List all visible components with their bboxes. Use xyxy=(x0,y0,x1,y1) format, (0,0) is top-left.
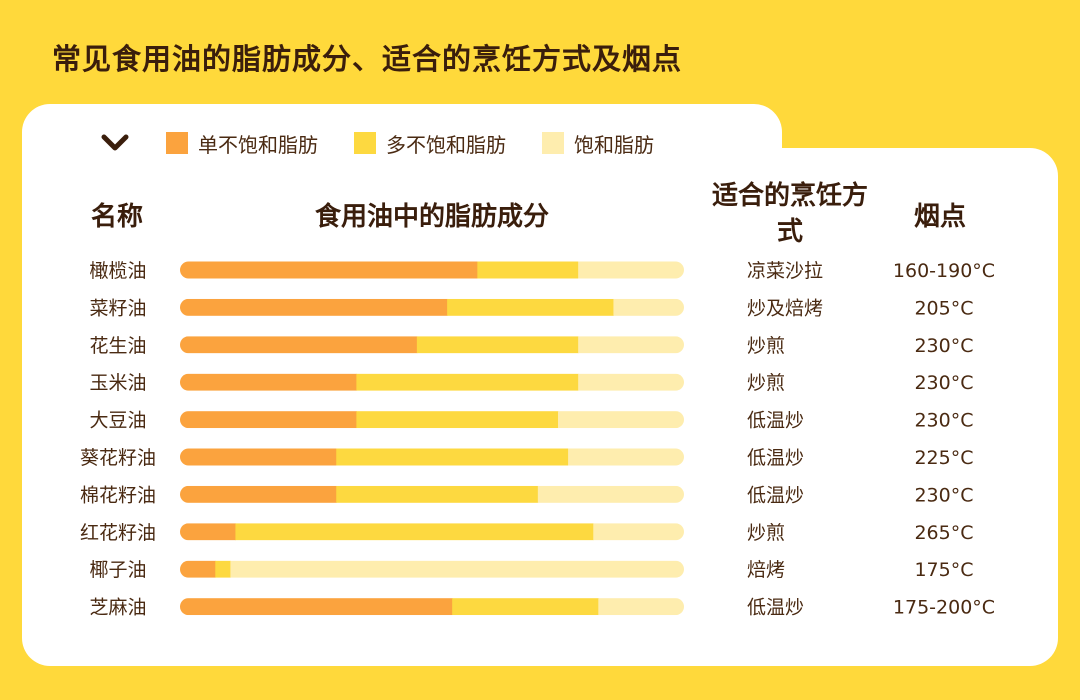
chart-row: 棉花籽油 低温炒 230°C xyxy=(80,484,974,506)
stacked-bar xyxy=(180,373,684,391)
stacked-bar xyxy=(180,336,684,354)
bar-segment xyxy=(537,485,684,503)
stacked-bar xyxy=(180,560,684,578)
row-label: 红花籽油 xyxy=(80,522,156,544)
smoke-point: 230°C xyxy=(914,335,973,357)
legend-label: 饱和脂肪 xyxy=(574,132,654,157)
stacked-bar xyxy=(180,411,684,429)
cooking-method: 低温炒 xyxy=(747,447,804,469)
cooking-method: 炒煎 xyxy=(747,372,785,394)
smoke-point: 175-200°C xyxy=(893,597,995,619)
bar-segment xyxy=(180,336,418,354)
legend-swatch xyxy=(166,132,188,154)
bar-segment xyxy=(578,336,684,354)
stacked-bar xyxy=(180,598,684,616)
bar-segment xyxy=(215,560,231,578)
chart-row: 椰子油 焙烤 175°C xyxy=(89,559,973,581)
row-label: 芝麻油 xyxy=(89,597,146,619)
row-label: 大豆油 xyxy=(89,410,146,432)
cooking-method: 炒煎 xyxy=(747,522,785,544)
cooking-method: 低温炒 xyxy=(747,484,804,506)
bar-segment xyxy=(598,598,684,616)
legend-item-polyunsaturated: 多不饱和脂肪 xyxy=(354,129,506,158)
cooking-method: 凉菜沙拉 xyxy=(747,260,823,282)
row-label: 椰子油 xyxy=(89,559,146,581)
bar-segment xyxy=(336,485,539,503)
bar-segment xyxy=(593,523,684,541)
row-label: 棉花籽油 xyxy=(80,484,156,506)
bar-segment xyxy=(452,598,599,616)
chart-row: 菜籽油 炒及焙烤 205°C xyxy=(89,297,973,319)
bar-segment xyxy=(230,560,684,578)
bar-segment xyxy=(180,523,236,541)
column-header-cooking: 适合的烹饪方式 xyxy=(711,181,868,247)
stacked-bar xyxy=(180,261,684,279)
stacked-bar xyxy=(180,523,684,541)
legend-label: 单不饱和脂肪 xyxy=(198,132,318,157)
chart-row: 橄榄油 凉菜沙拉 160-190°C xyxy=(89,260,995,282)
cooking-method: 炒煎 xyxy=(747,335,785,357)
row-label: 花生油 xyxy=(89,335,146,357)
legend-swatch xyxy=(354,132,376,154)
bar-segment xyxy=(613,298,684,316)
row-label: 橄榄油 xyxy=(89,260,146,282)
bar-segment xyxy=(180,485,337,503)
bar-segment xyxy=(578,373,684,391)
bar-segment xyxy=(578,261,684,279)
bar-segment xyxy=(447,298,614,316)
row-label: 葵花籽油 xyxy=(80,447,156,469)
stacked-bar xyxy=(180,448,684,466)
smoke-point: 160-190°C xyxy=(893,260,995,282)
bar-segment xyxy=(356,411,559,429)
bar-segment xyxy=(477,261,579,279)
bar-segment xyxy=(180,560,216,578)
bar-segment xyxy=(180,448,337,466)
row-label: 玉米油 xyxy=(89,372,146,394)
bar-segment xyxy=(416,336,579,354)
bar-segment xyxy=(180,261,478,279)
bar-segment xyxy=(180,298,448,316)
chart-row: 花生油 炒煎 230°C xyxy=(89,335,973,357)
cooking-method: 焙烤 xyxy=(747,559,785,581)
bar-segment xyxy=(356,373,579,391)
bar-segment xyxy=(336,448,569,466)
chart-row: 芝麻油 低温炒 175-200°C xyxy=(89,597,995,619)
chevron-down-icon[interactable] xyxy=(100,128,130,158)
smoke-point: 230°C xyxy=(914,410,973,432)
legend-item-saturated: 饱和脂肪 xyxy=(542,129,654,158)
row-label: 菜籽油 xyxy=(89,297,146,319)
legend: 单不饱和脂肪 多不饱和脂肪 饱和脂肪 xyxy=(100,128,690,158)
cooking-method: 炒及焙烤 xyxy=(747,297,823,319)
bar-segment xyxy=(568,448,684,466)
bar-segment xyxy=(180,373,357,391)
cooking-method: 低温炒 xyxy=(747,597,804,619)
smoke-point: 230°C xyxy=(914,484,973,506)
stacked-bar xyxy=(180,485,684,503)
chart-row: 玉米油 炒煎 230°C xyxy=(89,372,973,394)
smoke-point: 230°C xyxy=(914,372,973,394)
legend-label: 多不饱和脂肪 xyxy=(386,132,506,157)
column-header-name: 名称 xyxy=(90,202,143,232)
smoke-point: 175°C xyxy=(914,559,973,581)
chart-row: 大豆油 低温炒 230°C xyxy=(89,410,973,432)
smoke-point: 225°C xyxy=(914,447,973,469)
legend-item-monounsaturated: 单不饱和脂肪 xyxy=(166,129,318,158)
column-header-smoke-point: 烟点 xyxy=(913,202,966,232)
page-title: 常见食用油的脂肪成分、适合的烹饪方式及烟点 xyxy=(52,42,683,76)
smoke-point: 265°C xyxy=(914,522,973,544)
cooking-method: 低温炒 xyxy=(747,410,804,432)
chart-row: 红花籽油 炒煎 265°C xyxy=(80,522,974,544)
card-background xyxy=(22,148,1058,666)
chart-row: 葵花籽油 低温炒 225°C xyxy=(80,447,974,469)
bar-segment xyxy=(558,411,684,429)
smoke-point: 205°C xyxy=(914,297,973,319)
column-header-composition: 食用油中的脂肪成分 xyxy=(314,202,549,232)
bar-segment xyxy=(180,411,357,429)
bar-segment xyxy=(235,523,594,541)
stacked-bar xyxy=(180,298,684,316)
legend-swatch xyxy=(542,132,564,154)
bar-segment xyxy=(180,598,453,616)
